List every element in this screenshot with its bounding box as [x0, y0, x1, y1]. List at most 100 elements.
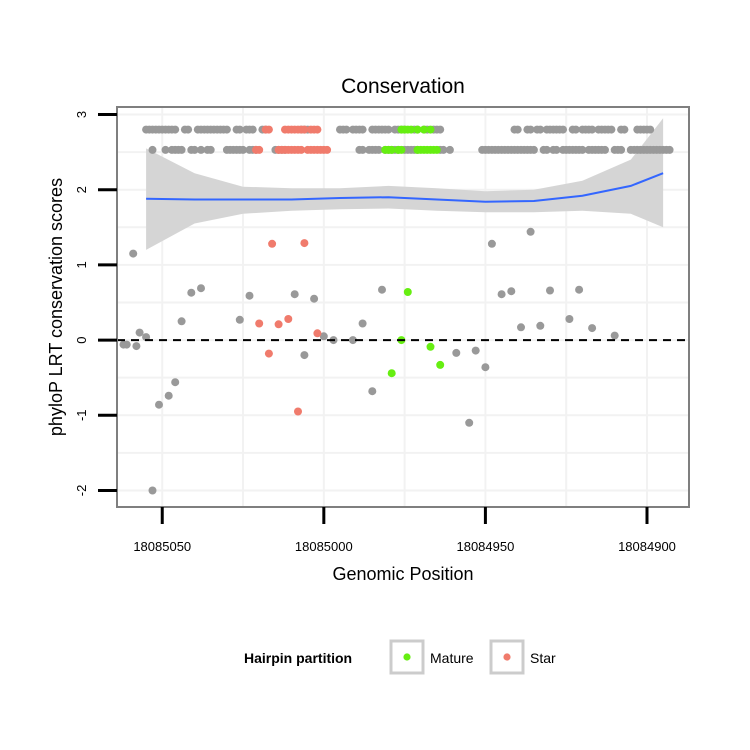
data-point-other — [646, 125, 655, 134]
data-point-other — [248, 125, 257, 134]
data-point-other — [378, 285, 386, 294]
y-tick-label: 3 — [74, 111, 89, 118]
legend-dot-star — [503, 653, 511, 661]
data-point-other — [358, 125, 367, 134]
data-point-star — [300, 125, 309, 134]
data-point-other — [300, 351, 309, 360]
data-point-other — [578, 145, 587, 154]
data-point-star — [255, 319, 264, 328]
data-point-star — [294, 407, 302, 416]
data-point-other — [187, 288, 196, 297]
y-tick-label: 1 — [74, 261, 89, 268]
data-point-other — [526, 125, 535, 134]
data-point-other — [439, 145, 448, 154]
data-point-other — [546, 286, 554, 295]
data-point-other — [536, 125, 545, 134]
data-point-mature — [426, 125, 435, 134]
data-point-other — [620, 125, 629, 134]
data-point-other — [497, 290, 506, 299]
data-point-star — [297, 145, 306, 154]
data-point-other — [465, 418, 474, 427]
data-point-other — [452, 348, 461, 357]
data-point-other — [517, 323, 525, 332]
data-point-other — [148, 486, 157, 495]
data-points-layer — [119, 125, 674, 495]
data-point-other — [526, 227, 535, 236]
data-point-star — [255, 145, 264, 154]
y-axis-label: phyloP LRT conservation scores — [46, 178, 66, 436]
y-tick-label: -2 — [74, 485, 89, 497]
data-point-star — [313, 125, 322, 134]
data-point-other — [206, 145, 215, 154]
data-point-other — [471, 346, 480, 355]
data-point-other — [310, 294, 319, 303]
y-tick-label: 0 — [74, 336, 89, 343]
data-point-other — [588, 125, 597, 134]
data-point-other — [197, 145, 205, 154]
data-point-other — [348, 336, 357, 345]
data-point-other — [135, 328, 144, 337]
data-point-other — [342, 125, 351, 134]
x-axis-label: Genomic Position — [332, 564, 473, 584]
data-point-other — [177, 145, 186, 154]
data-point-other — [542, 145, 551, 154]
data-point-other — [565, 315, 574, 323]
data-point-star — [284, 315, 293, 323]
legend-dot-mature — [403, 653, 411, 661]
data-point-other — [222, 125, 231, 134]
legend: Hairpin partition Mature Star — [244, 639, 556, 675]
data-point-mature — [397, 145, 406, 154]
data-point-other — [319, 332, 328, 341]
data-point-other — [481, 363, 490, 372]
y-axis: -2 -1 0 1 2 3 — [74, 111, 117, 496]
data-point-star — [274, 320, 283, 329]
data-point-star — [300, 239, 309, 248]
legend-key-mature — [389, 639, 425, 675]
data-point-other — [122, 340, 131, 349]
x-tick-label: 18085050 — [133, 539, 191, 554]
smooth-line — [146, 172, 664, 203]
data-point-other — [487, 239, 496, 248]
data-point-other — [607, 125, 616, 134]
data-point-other — [177, 317, 186, 326]
x-tick-label: 18084900 — [618, 539, 676, 554]
data-point-other — [184, 125, 193, 134]
data-point-other — [164, 391, 173, 400]
data-point-mature — [420, 125, 428, 134]
legend-label-star: Star — [530, 650, 556, 666]
legend-label-mature: Mature — [430, 650, 474, 666]
smooth-line-layer — [146, 172, 664, 203]
data-point-other — [197, 284, 205, 293]
plot-panel — [117, 107, 689, 507]
data-point-star — [323, 145, 332, 154]
data-point-mature — [403, 288, 412, 296]
data-point-mature — [426, 342, 435, 351]
data-point-other — [436, 125, 445, 134]
chart-title: Conservation — [341, 75, 465, 98]
data-point-other — [384, 125, 393, 134]
data-point-other — [536, 321, 545, 330]
data-point-other — [235, 315, 244, 324]
data-point-other — [148, 145, 157, 154]
data-point-other — [190, 145, 199, 154]
data-point-other — [155, 400, 163, 409]
data-point-other — [290, 290, 299, 299]
y-tick-label: -1 — [74, 409, 89, 421]
data-point-other — [575, 285, 584, 294]
x-tick-label: 18084950 — [456, 539, 514, 554]
data-point-other — [513, 125, 522, 134]
data-point-other — [665, 145, 674, 154]
data-point-other — [374, 145, 383, 154]
data-point-other — [239, 145, 247, 154]
data-point-other — [617, 145, 626, 154]
data-point-other — [245, 291, 254, 300]
data-point-star — [313, 329, 322, 338]
data-point-other — [559, 125, 567, 134]
data-point-other — [588, 324, 597, 333]
data-point-mature — [407, 125, 416, 134]
data-point-other — [601, 145, 609, 154]
data-point-mature — [387, 145, 396, 154]
data-point-other — [358, 145, 367, 154]
data-point-star — [268, 239, 277, 248]
